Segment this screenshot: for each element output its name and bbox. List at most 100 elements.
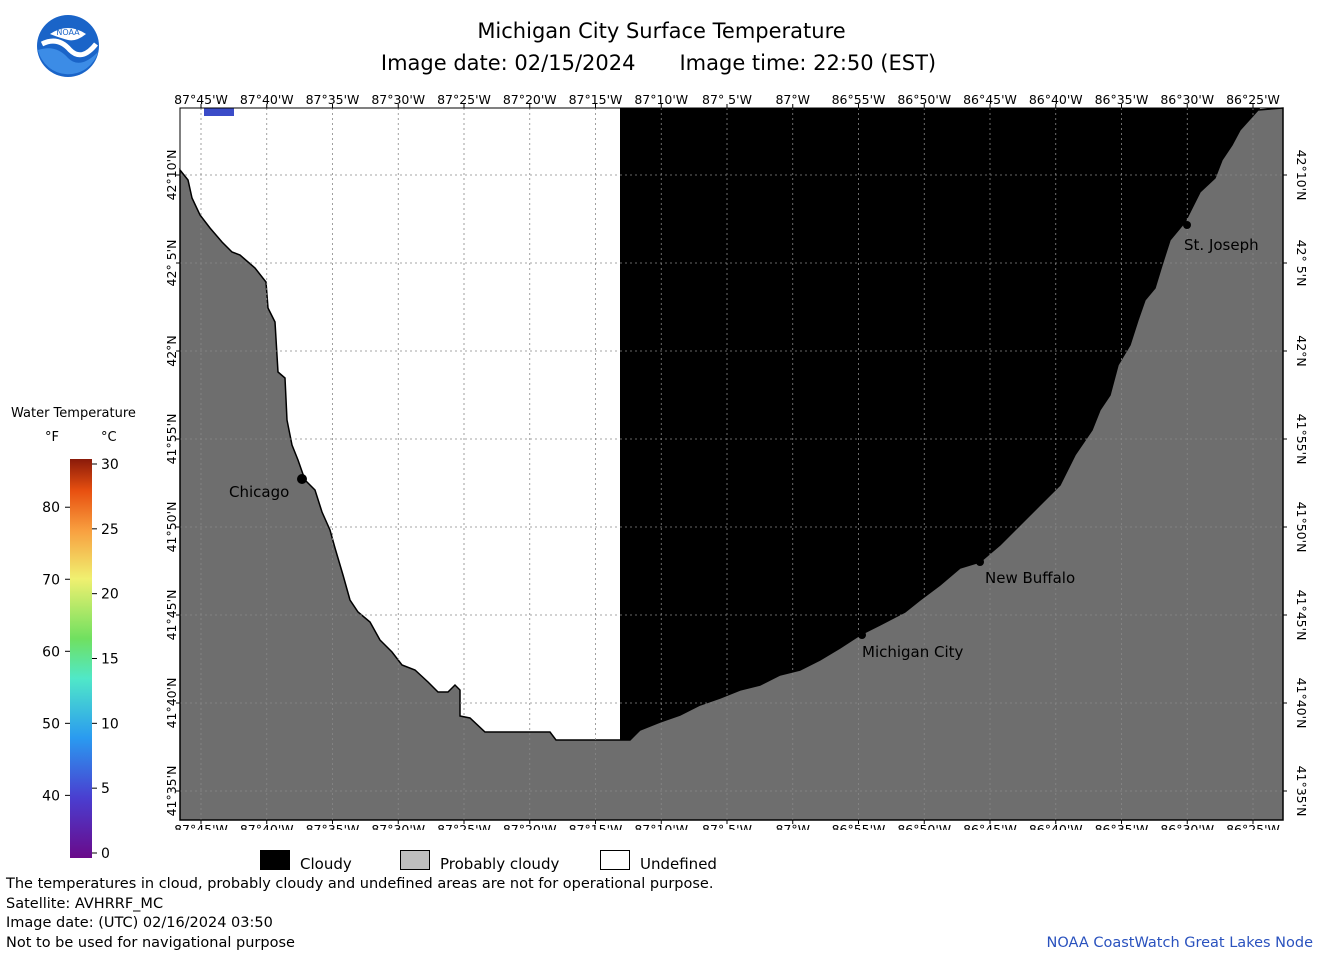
lon-label-bottom: 86°35'W [1095, 822, 1149, 830]
lon-label-top: 86°25'W [1226, 92, 1280, 107]
lat-label-left: 41°50'N [164, 502, 179, 553]
axis-labels: 87°45'W 87°45'W 87°40'W 87°40'W 87°35'W 87°35… [164, 92, 1309, 830]
legend-label-f: 70 [42, 572, 60, 588]
legend-title: Water Temperature [11, 406, 136, 421]
legend-label-f: 80 [42, 500, 60, 516]
key-undefined-label: Undefined [640, 855, 717, 873]
city-label-new-buffalo: New Buffalo [985, 569, 1075, 587]
legend-unit-c: °C [101, 430, 117, 445]
noaa-logo-icon: NOAA [37, 15, 99, 77]
lon-label-top: 86°35'W [1095, 92, 1149, 107]
lon-label-top: 87° 5'W [702, 92, 752, 107]
lon-label-bottom: 86°25'W [1226, 822, 1280, 830]
lon-label-bottom: 87°30'W [371, 822, 425, 830]
lon-label-bottom: 87°20'W [503, 822, 557, 830]
lon-label-bottom: 87°35'W [306, 822, 360, 830]
lat-label-left: 41°55'N [164, 414, 179, 465]
lat-label-left: 42°10'N [164, 150, 179, 201]
lat-label-left: 41°40'N [164, 678, 179, 729]
city-label-chicago: Chicago [229, 483, 289, 501]
city-marker-new-buffalo [976, 558, 984, 566]
footer-navigation-note: Not to be used for navigational purpose [6, 935, 295, 951]
key-cloudy-label: Cloudy [300, 855, 352, 873]
lon-label-top: 86°55'W [832, 92, 886, 107]
lon-label-top: 86°40'W [1029, 92, 1083, 107]
key-probably-cloudy-label: Probably cloudy [440, 855, 560, 873]
grid-lines [180, 108, 1283, 820]
lon-label-bottom: 87° 5'W [702, 822, 752, 830]
city-marker-michigan-city [858, 631, 866, 639]
lon-label-bottom: 87°25'W [437, 822, 491, 830]
lon-label-bottom: 87°40'W [240, 822, 294, 830]
lat-label-right: 42°10'N [1294, 150, 1309, 201]
image-datetime: Image date: 02/15/2024 Image time: 22:50 … [0, 51, 1320, 75]
legend-label-f: 40 [42, 788, 60, 804]
temperature-map: Chicago St. Joseph New Buffalo Michigan … [164, 92, 1309, 830]
lat-label-right: 41°50'N [1294, 502, 1309, 553]
lon-label-top: 87°10'W [634, 92, 688, 107]
lon-label-top: 86°50'W [897, 92, 951, 107]
axis-ticks [176, 104, 1287, 824]
lat-label-left: 41°35'N [164, 766, 179, 817]
lat-label-right: 41°35'N [1294, 766, 1309, 817]
cloudy-area [620, 108, 1260, 741]
city-marker-st-joseph [1183, 221, 1191, 229]
lat-label-right: 42° 5'N [1294, 240, 1309, 287]
key-probably-cloudy-swatch [400, 850, 430, 870]
lon-label-bottom: 86°50'W [897, 822, 951, 830]
legend-label-f: 60 [42, 644, 60, 660]
lat-label-left: 42°N [164, 335, 179, 367]
legend-label-c: 5 [101, 781, 110, 797]
legend-unit-f: °F [45, 430, 59, 445]
footer-utc-date: Image date: (UTC) 02/16/2024 03:50 [6, 915, 273, 931]
lat-label-right: 41°40'N [1294, 678, 1309, 729]
city-marker-chicago [297, 474, 307, 484]
lon-label-bottom: 86°30'W [1160, 822, 1214, 830]
water-temp-patch [204, 108, 234, 116]
footer-disclaimer: The temperatures in cloud, probably clou… [6, 876, 714, 892]
land-west [179, 107, 1284, 821]
legend-label-c: 0 [101, 846, 110, 860]
lon-label-top: 87°20'W [503, 92, 557, 107]
legend-label-c: 10 [101, 716, 119, 732]
key-undefined-swatch [600, 850, 630, 870]
lat-label-left: 42° 5'N [164, 240, 179, 287]
page-title: Michigan City Surface Temperature [477, 19, 846, 43]
image-date: Image date: 02/15/2024 [380, 51, 636, 75]
image-time: Image time: 22:50 (EST) [679, 51, 937, 75]
lat-label-right: 41°45'N [1294, 590, 1309, 641]
key-cloudy-swatch [260, 850, 290, 870]
lon-label-bottom: 87°45'W [174, 822, 228, 830]
lon-label-top: 87°15'W [569, 92, 623, 107]
lat-label-right: 42°N [1294, 335, 1309, 367]
lon-label-top: 87°40'W [240, 92, 294, 107]
lon-label-bottom: 87°15'W [569, 822, 623, 830]
lat-label-left: 41°45'N [164, 590, 179, 641]
city-label-michigan-city: Michigan City [862, 643, 964, 661]
lon-label-top: 86°30'W [1160, 92, 1214, 107]
lat-label-right: 41°55'N [1294, 414, 1309, 465]
lon-label-bottom: 86°40'W [1029, 822, 1083, 830]
legend-label-c: 20 [101, 587, 119, 603]
lon-label-bottom: 86°55'W [832, 822, 886, 830]
map-frame [179, 107, 1284, 821]
legend-label-c: 30 [101, 457, 119, 473]
lon-label-bottom: 87°10'W [634, 822, 688, 830]
footer-satellite: Satellite: AVHRRF_MC [6, 896, 164, 912]
color-bar [70, 459, 92, 858]
lon-label-bottom: 87°W [775, 822, 810, 830]
legend-label-f: 50 [42, 716, 60, 732]
credit-link[interactable]: NOAA CoastWatch Great Lakes Node [1046, 935, 1313, 951]
lon-label-top: 87°W [775, 92, 810, 107]
lon-label-bottom: 86°45'W [963, 822, 1017, 830]
lon-label-top: 87°45'W [174, 92, 228, 107]
logo-text: NOAA [56, 28, 80, 37]
city-label-st-joseph: St. Joseph [1184, 236, 1259, 254]
lon-label-top: 87°30'W [371, 92, 425, 107]
lon-label-top: 87°25'W [437, 92, 491, 107]
lon-label-top: 87°35'W [306, 92, 360, 107]
legend-label-c: 15 [101, 652, 119, 668]
lon-label-top: 86°45'W [963, 92, 1017, 107]
legend-label-c: 25 [101, 522, 119, 538]
